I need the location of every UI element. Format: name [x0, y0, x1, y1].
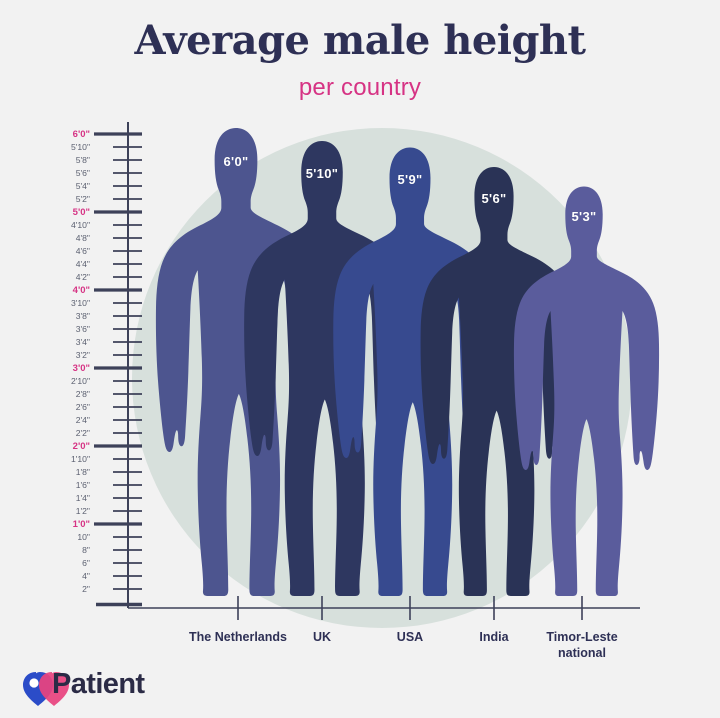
- country-label: USA: [396, 630, 424, 644]
- ruler-tick-label: 5'4": [76, 181, 90, 191]
- ruler-tick-label: 3'6": [76, 324, 90, 334]
- ruler-tick-label: 4'4": [76, 259, 90, 269]
- ruler-tick-label: 2'4": [76, 415, 90, 425]
- ruler-tick-label: 4'10": [71, 220, 90, 230]
- human-figure-silhouette: [333, 147, 493, 596]
- ruler-tick-label: 2'6": [76, 402, 90, 412]
- human-figure-silhouette: [420, 167, 573, 596]
- ruler-tick-label: 4'6": [76, 246, 90, 256]
- ruler-tick-label: 1'6": [76, 480, 90, 490]
- ruler-tick-label: 1'4": [76, 493, 90, 503]
- ruler-tick-label: 3'0": [73, 363, 90, 374]
- ruler-tick-label: 2'8": [76, 389, 90, 399]
- figure-height-label: 5'9": [397, 172, 423, 188]
- ruler-tick-label: 3'4": [76, 337, 90, 347]
- ruler-tick-label: 5'0": [73, 207, 90, 218]
- ruler-tick-label: 5'10": [71, 142, 90, 152]
- figure-height-label: 5'6": [481, 190, 507, 206]
- ruler-tick-label: 1'2": [76, 506, 90, 516]
- country-label: Timor-Leste national: [546, 630, 618, 660]
- ruler-tick-label: 5'6": [76, 168, 90, 178]
- ruler-tick-label: 5'8": [76, 155, 90, 165]
- figure-height-label: 5'10": [305, 166, 339, 182]
- ruler-tick-label: 4'8": [76, 233, 90, 243]
- ruler-tick-label: 8": [82, 545, 90, 555]
- heart-logo-icon: [23, 672, 69, 706]
- ruler-tick-label: 5'2": [76, 194, 90, 204]
- ruler-tick-label: 10": [77, 532, 90, 542]
- ruler-tick-label: 1'8": [76, 467, 90, 477]
- ruler-tick-label: 6": [82, 558, 90, 568]
- country-label: The Netherlands: [189, 630, 287, 644]
- page-subtitle: per country: [298, 74, 422, 101]
- ruler-tick-label: 6'0": [73, 129, 90, 140]
- country-label: India: [479, 630, 509, 644]
- ruler-tick-label: 3'8": [76, 311, 90, 321]
- ruler-tick-label: 4": [82, 571, 90, 581]
- country-label: UK: [312, 630, 332, 644]
- ruler-tick-label: 1'0": [73, 519, 90, 530]
- ruler-tick-label: 4'0": [73, 285, 90, 296]
- brand-name: Patient: [52, 668, 145, 700]
- ruler-tick-label: 3'10": [71, 298, 90, 308]
- ruler-tick-label: 2'0": [73, 441, 90, 452]
- ruler-tick-label: 2'2": [76, 428, 90, 438]
- ruler-tick-label: 4'2": [76, 272, 90, 282]
- ruler-tick-label: 1'10": [71, 454, 90, 464]
- page-title: Average male height: [134, 17, 586, 64]
- ruler-tick-label: 3'2": [76, 350, 90, 360]
- figure-height-label: 6'0": [223, 153, 249, 169]
- human-figure-silhouette: [513, 186, 660, 596]
- figure-height-label: 5'3": [571, 209, 597, 225]
- ruler-tick-label: 2'10": [71, 376, 90, 386]
- ruler-tick-label: 2": [82, 584, 90, 594]
